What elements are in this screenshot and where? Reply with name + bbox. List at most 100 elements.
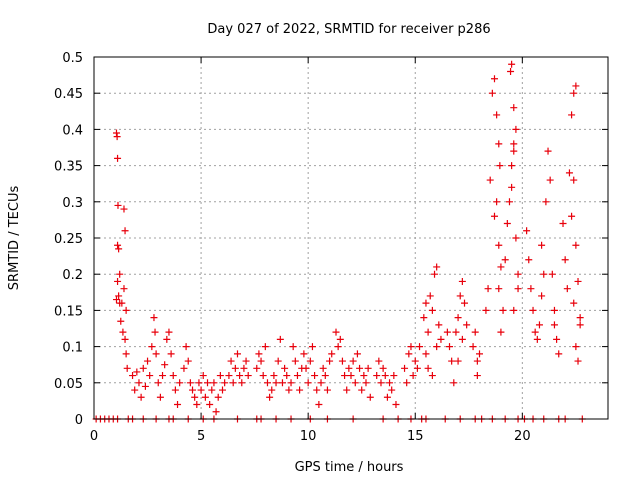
data-point: [191, 393, 199, 401]
data-point: [349, 357, 357, 365]
data-point: [358, 386, 366, 394]
data-point: [568, 111, 576, 119]
data-point: [486, 176, 494, 184]
data-point: [503, 220, 511, 228]
data-point: [570, 299, 578, 307]
data-point: [328, 350, 336, 358]
data-point: [422, 299, 430, 307]
data-point: [244, 372, 252, 380]
data-point: [338, 357, 346, 365]
data-point: [452, 328, 460, 336]
data-point: [458, 335, 466, 343]
data-point: [435, 321, 443, 329]
data-point: [319, 364, 327, 372]
data-point: [443, 328, 451, 336]
data-point: [139, 364, 147, 372]
data-point: [405, 350, 413, 358]
data-point: [118, 299, 126, 307]
data-point: [184, 357, 192, 365]
data-point: [123, 364, 131, 372]
data-point: [482, 306, 490, 314]
data-point: [274, 357, 282, 365]
data-point: [510, 140, 518, 148]
data-point: [550, 321, 558, 329]
data-point: [574, 277, 582, 285]
data-point: [527, 285, 535, 293]
data-point: [454, 357, 462, 365]
data-point: [437, 335, 445, 343]
data-point: [424, 328, 432, 336]
chart-title: Day 027 of 2022, SRMTID for receiver p28…: [207, 22, 490, 37]
data-point: [360, 372, 368, 380]
data-point: [186, 379, 194, 387]
data-point: [114, 241, 122, 249]
data-point: [535, 321, 543, 329]
data-point: [197, 386, 205, 394]
data-point: [553, 335, 561, 343]
data-point: [531, 328, 539, 336]
data-point: [570, 176, 578, 184]
data-point: [150, 314, 158, 322]
data-point: [529, 306, 537, 314]
data-point: [565, 169, 573, 177]
data-point: [576, 321, 584, 329]
data-point: [276, 335, 284, 343]
data-point: [151, 328, 159, 336]
y-tick-label: 0.25: [54, 232, 83, 247]
data-point: [413, 364, 421, 372]
data-point: [428, 306, 436, 314]
data-point: [268, 386, 276, 394]
data-point: [510, 306, 518, 314]
data-point: [574, 357, 582, 365]
data-point: [315, 401, 323, 409]
x-tick-label: 10: [300, 429, 317, 444]
data-point: [206, 401, 214, 409]
x-tick-label: 0: [90, 429, 98, 444]
y-axis-label: SRMTID / TECUs: [7, 186, 22, 291]
data-point: [219, 386, 226, 394]
data-point: [272, 379, 280, 387]
data-point: [112, 296, 120, 304]
data-point: [420, 314, 428, 322]
data-point: [497, 328, 505, 336]
data-point: [171, 386, 179, 394]
data-point: [116, 270, 124, 278]
data-point: [356, 364, 364, 372]
data-point: [229, 379, 237, 387]
data-point: [236, 372, 244, 380]
data-point: [572, 241, 580, 249]
data-point: [306, 357, 314, 365]
data-point: [332, 328, 340, 336]
data-point: [499, 306, 507, 314]
data-point: [559, 220, 567, 228]
data-point: [407, 343, 415, 351]
data-point: [450, 379, 458, 387]
data-point: [416, 343, 424, 351]
data-point: [281, 364, 289, 372]
data-point: [364, 364, 372, 372]
data-point: [212, 408, 220, 416]
data-point: [293, 372, 301, 380]
data-point: [514, 270, 522, 278]
data-point: [446, 343, 454, 351]
data-point: [257, 357, 265, 365]
data-point: [122, 306, 130, 314]
data-point: [231, 364, 239, 372]
y-tick-label: 0.4: [62, 123, 83, 138]
data-point: [317, 379, 325, 387]
data-point: [366, 393, 374, 401]
data-point: [304, 379, 312, 387]
data-point: [572, 343, 580, 351]
data-point: [514, 285, 522, 293]
data-point: [313, 386, 321, 394]
data-point: [351, 379, 359, 387]
data-point: [548, 270, 556, 278]
data-point: [261, 343, 269, 351]
data-point: [484, 285, 492, 293]
data-point: [114, 201, 122, 209]
data-point: [114, 277, 122, 285]
data-point: [174, 401, 182, 409]
data-point: [431, 270, 439, 278]
data-point: [287, 379, 295, 387]
